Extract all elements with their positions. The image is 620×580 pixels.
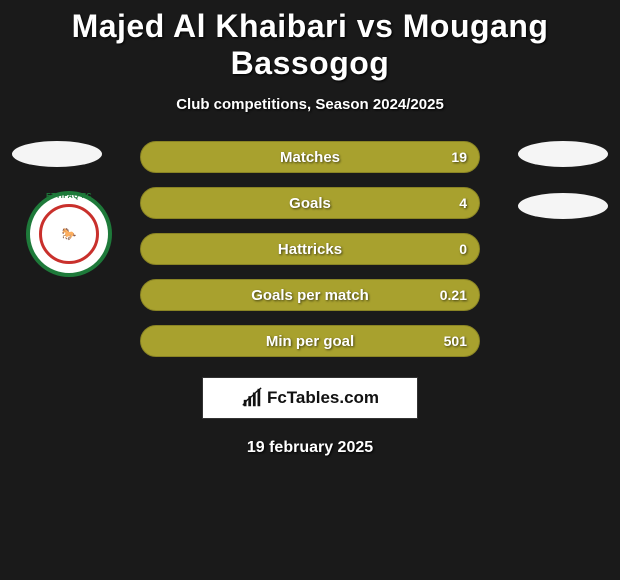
stat-value: 0	[459, 241, 467, 257]
page-title: Majed Al Khaibari vs Mougang Bassogog	[0, 0, 620, 82]
stat-label: Goals per match	[141, 287, 479, 304]
player-avatar-right-placeholder-2	[518, 193, 608, 219]
stat-value: 4	[459, 195, 467, 211]
stat-row-min-per-goal: Min per goal 501	[140, 325, 480, 357]
stat-label: Min per goal	[141, 333, 479, 350]
stat-label: Hattricks	[141, 241, 479, 258]
player-avatar-left-placeholder	[12, 141, 102, 167]
date-text: 19 february 2025	[0, 439, 620, 457]
stat-row-hattricks: Hattricks 0	[140, 233, 480, 265]
bar-chart-icon	[241, 387, 263, 409]
club-logo-text: ETTIFAQ FC	[26, 193, 112, 200]
stat-label: Matches	[141, 149, 479, 166]
stat-row-goals-per-match: Goals per match 0.21	[140, 279, 480, 311]
brand-text: FcTables.com	[267, 388, 379, 408]
subtitle: Club competitions, Season 2024/2025	[0, 96, 620, 113]
stat-value: 501	[444, 333, 467, 349]
club-logo-ettifaq: ETTIFAQ FC 🐎	[26, 191, 112, 277]
stat-label: Goals	[141, 195, 479, 212]
stat-value: 0.21	[440, 287, 467, 303]
horse-icon: 🐎	[62, 227, 77, 241]
comparison-panel: ETTIFAQ FC 🐎 Matches 19 Goals 4 Hattrick…	[0, 141, 620, 457]
stat-row-matches: Matches 19	[140, 141, 480, 173]
stat-row-goals: Goals 4	[140, 187, 480, 219]
player-avatar-right-placeholder-1	[518, 141, 608, 167]
brand-badge: FcTables.com	[202, 377, 418, 419]
stat-value: 19	[451, 149, 467, 165]
stat-bars: Matches 19 Goals 4 Hattricks 0 Goals per…	[140, 141, 480, 357]
